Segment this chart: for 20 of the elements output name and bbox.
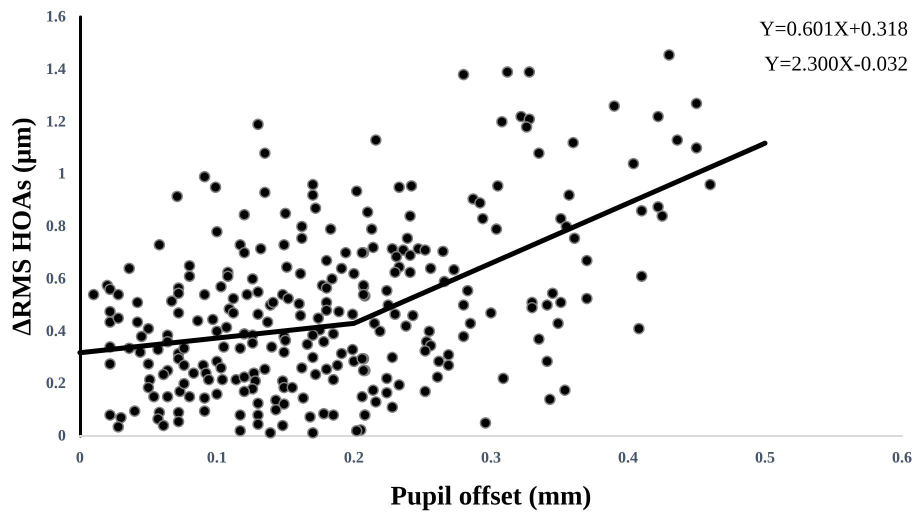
annotation: Y=0.601X+0.318 xyxy=(759,16,908,40)
annotation: Y=2.300X-0.032 xyxy=(764,52,908,76)
y-tick-label: 1 xyxy=(58,166,66,183)
x-tick-label: 0.2 xyxy=(344,450,364,466)
x-tick-label: 0.4 xyxy=(618,450,638,466)
x-tick-label: 0.3 xyxy=(480,450,501,466)
x-tick-label: 0.6 xyxy=(892,450,912,466)
y-tick-label: 0.8 xyxy=(46,218,66,235)
y-tick-label: 1.2 xyxy=(46,113,66,130)
y-tick-label: 0.4 xyxy=(46,322,66,340)
x-tick-label: 0.1 xyxy=(206,450,227,466)
y-tick-label: 1.6 xyxy=(46,8,66,26)
x-tick-label: 0 xyxy=(76,450,84,466)
x-axis-title: Pupil offset (mm) xyxy=(390,480,592,510)
y-tick-label: 0.6 xyxy=(46,270,66,288)
y-tick-label: 1.4 xyxy=(46,60,66,78)
y-tick-label: 0 xyxy=(58,428,66,444)
y-tick-label: 0.2 xyxy=(46,375,66,392)
y-axis-title: ΔRMS HOAs (μm) xyxy=(6,117,36,336)
x-tick-label: 0.5 xyxy=(754,450,775,466)
